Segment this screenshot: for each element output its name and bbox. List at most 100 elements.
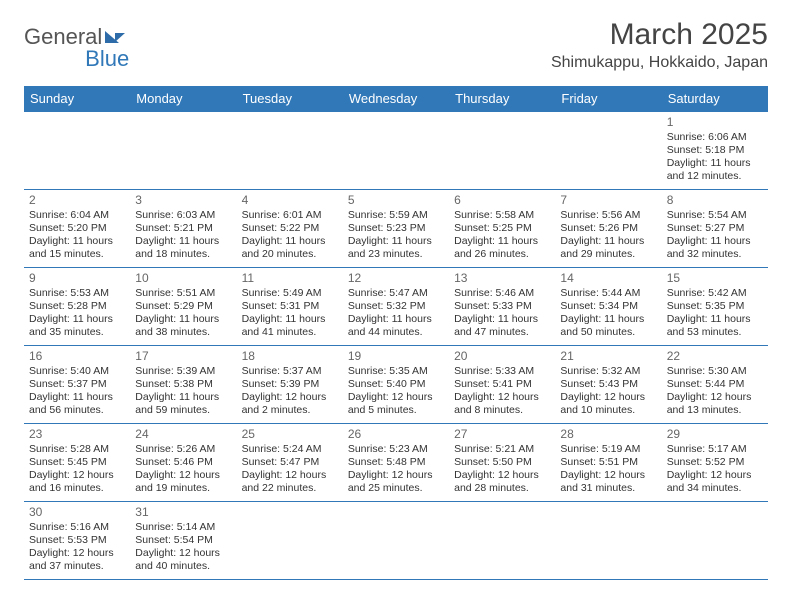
daylight-text: Daylight: 12 hours — [242, 391, 338, 404]
daylight-text: and 29 minutes. — [560, 248, 656, 261]
sunrise-text: Sunrise: 5:40 AM — [29, 365, 125, 378]
sunrise-text: Sunrise: 5:37 AM — [242, 365, 338, 378]
sunset-text: Sunset: 5:51 PM — [560, 456, 656, 469]
calendar-cell: 26Sunrise: 5:23 AMSunset: 5:48 PMDayligh… — [343, 424, 449, 502]
day-number: 17 — [135, 349, 231, 364]
daylight-text: and 37 minutes. — [29, 560, 125, 573]
sunset-text: Sunset: 5:28 PM — [29, 300, 125, 313]
weekday-header: Wednesday — [343, 86, 449, 112]
sunset-text: Sunset: 5:35 PM — [667, 300, 763, 313]
sunset-text: Sunset: 5:21 PM — [135, 222, 231, 235]
calendar-cell: 18Sunrise: 5:37 AMSunset: 5:39 PMDayligh… — [237, 346, 343, 424]
daylight-text: Daylight: 11 hours — [454, 235, 550, 248]
sunset-text: Sunset: 5:45 PM — [29, 456, 125, 469]
weekday-header: Sunday — [24, 86, 130, 112]
sunrise-text: Sunrise: 5:58 AM — [454, 209, 550, 222]
calendar-cell — [130, 112, 236, 190]
sunrise-text: Sunrise: 5:14 AM — [135, 521, 231, 534]
calendar-cell: 15Sunrise: 5:42 AMSunset: 5:35 PMDayligh… — [662, 268, 768, 346]
daylight-text: Daylight: 11 hours — [135, 313, 231, 326]
day-number: 22 — [667, 349, 763, 364]
sunrise-text: Sunrise: 5:49 AM — [242, 287, 338, 300]
daylight-text: and 15 minutes. — [29, 248, 125, 261]
calendar-cell: 9Sunrise: 5:53 AMSunset: 5:28 PMDaylight… — [24, 268, 130, 346]
day-number: 26 — [348, 427, 444, 442]
sunset-text: Sunset: 5:37 PM — [29, 378, 125, 391]
day-number: 31 — [135, 505, 231, 520]
calendar-cell: 6Sunrise: 5:58 AMSunset: 5:25 PMDaylight… — [449, 190, 555, 268]
weekday-header: Friday — [555, 86, 661, 112]
sunset-text: Sunset: 5:18 PM — [667, 144, 763, 157]
daylight-text: and 32 minutes. — [667, 248, 763, 261]
daylight-text: and 26 minutes. — [454, 248, 550, 261]
calendar-row: 9Sunrise: 5:53 AMSunset: 5:28 PM Daylight… — [24, 268, 768, 346]
day-number: 28 — [560, 427, 656, 442]
day-number: 18 — [242, 349, 338, 364]
daylight-text: and 18 minutes. — [135, 248, 231, 261]
day-number: 30 — [29, 505, 125, 520]
weekday-header: Tuesday — [237, 86, 343, 112]
sunset-text: Sunset: 5:32 PM — [348, 300, 444, 313]
day-number: 12 — [348, 271, 444, 286]
sunrise-text: Sunrise: 5:26 AM — [135, 443, 231, 456]
sunrise-text: Sunrise: 5:46 AM — [454, 287, 550, 300]
day-number: 3 — [135, 193, 231, 208]
sunrise-text: Sunrise: 5:56 AM — [560, 209, 656, 222]
day-number: 6 — [454, 193, 550, 208]
day-number: 14 — [560, 271, 656, 286]
month-title: March 2025 — [551, 18, 768, 52]
daylight-text: Daylight: 11 hours — [667, 235, 763, 248]
daylight-text: Daylight: 12 hours — [348, 391, 444, 404]
day-number: 9 — [29, 271, 125, 286]
daylight-text: Daylight: 12 hours — [454, 469, 550, 482]
calendar-cell — [343, 112, 449, 190]
daylight-text: Daylight: 12 hours — [29, 547, 125, 560]
sunrise-text: Sunrise: 6:04 AM — [29, 209, 125, 222]
calendar-cell — [237, 502, 343, 580]
daylight-text: Daylight: 12 hours — [560, 469, 656, 482]
daylight-text: and 10 minutes. — [560, 404, 656, 417]
daylight-text: Daylight: 11 hours — [667, 157, 763, 170]
calendar-cell: 16Sunrise: 5:40 AMSunset: 5:37 PMDayligh… — [24, 346, 130, 424]
sunset-text: Sunset: 5:50 PM — [454, 456, 550, 469]
day-number: 8 — [667, 193, 763, 208]
daylight-text: Daylight: 11 hours — [560, 313, 656, 326]
day-number: 7 — [560, 193, 656, 208]
calendar-row: 16Sunrise: 5:40 AMSunset: 5:37 PMDayligh… — [24, 346, 768, 424]
sunrise-text: Sunrise: 5:53 AM — [29, 287, 125, 300]
sunset-text: Sunset: 5:33 PM — [454, 300, 550, 313]
daylight-text: Daylight: 11 hours — [135, 235, 231, 248]
day-number: 15 — [667, 271, 763, 286]
weekday-header: Saturday — [662, 86, 768, 112]
calendar-cell — [662, 502, 768, 580]
daylight-text: and 20 minutes. — [242, 248, 338, 261]
calendar-cell — [237, 112, 343, 190]
sunset-text: Sunset: 5:27 PM — [667, 222, 763, 235]
daylight-text: Daylight: 11 hours — [667, 313, 763, 326]
sunrise-text: Sunrise: 5:19 AM — [560, 443, 656, 456]
sunset-text: Sunset: 5:43 PM — [560, 378, 656, 391]
daylight-text: and 19 minutes. — [135, 482, 231, 495]
calendar-cell — [555, 502, 661, 580]
calendar-cell: 11Sunrise: 5:49 AMSunset: 5:31 PMDayligh… — [237, 268, 343, 346]
calendar-cell: 23Sunrise: 5:28 AMSunset: 5:45 PMDayligh… — [24, 424, 130, 502]
sunrise-text: Sunrise: 5:33 AM — [454, 365, 550, 378]
sunset-text: Sunset: 5:44 PM — [667, 378, 763, 391]
calendar-cell: 24Sunrise: 5:26 AMSunset: 5:46 PMDayligh… — [130, 424, 236, 502]
daylight-text: Daylight: 11 hours — [242, 313, 338, 326]
day-number: 27 — [454, 427, 550, 442]
sunrise-text: Sunrise: 5:23 AM — [348, 443, 444, 456]
daylight-text: Daylight: 12 hours — [667, 469, 763, 482]
sunset-text: Sunset: 5:31 PM — [242, 300, 338, 313]
day-number: 29 — [667, 427, 763, 442]
calendar-cell: 10Sunrise: 5:51 AMSunset: 5:29 PMDayligh… — [130, 268, 236, 346]
sunrise-text: Sunrise: 5:21 AM — [454, 443, 550, 456]
sunset-text: Sunset: 5:22 PM — [242, 222, 338, 235]
day-number: 13 — [454, 271, 550, 286]
daylight-text: and 8 minutes. — [454, 404, 550, 417]
day-number: 2 — [29, 193, 125, 208]
sunset-text: Sunset: 5:29 PM — [135, 300, 231, 313]
daylight-text: Daylight: 12 hours — [135, 469, 231, 482]
sunrise-text: Sunrise: 5:47 AM — [348, 287, 444, 300]
sunrise-text: Sunrise: 5:42 AM — [667, 287, 763, 300]
